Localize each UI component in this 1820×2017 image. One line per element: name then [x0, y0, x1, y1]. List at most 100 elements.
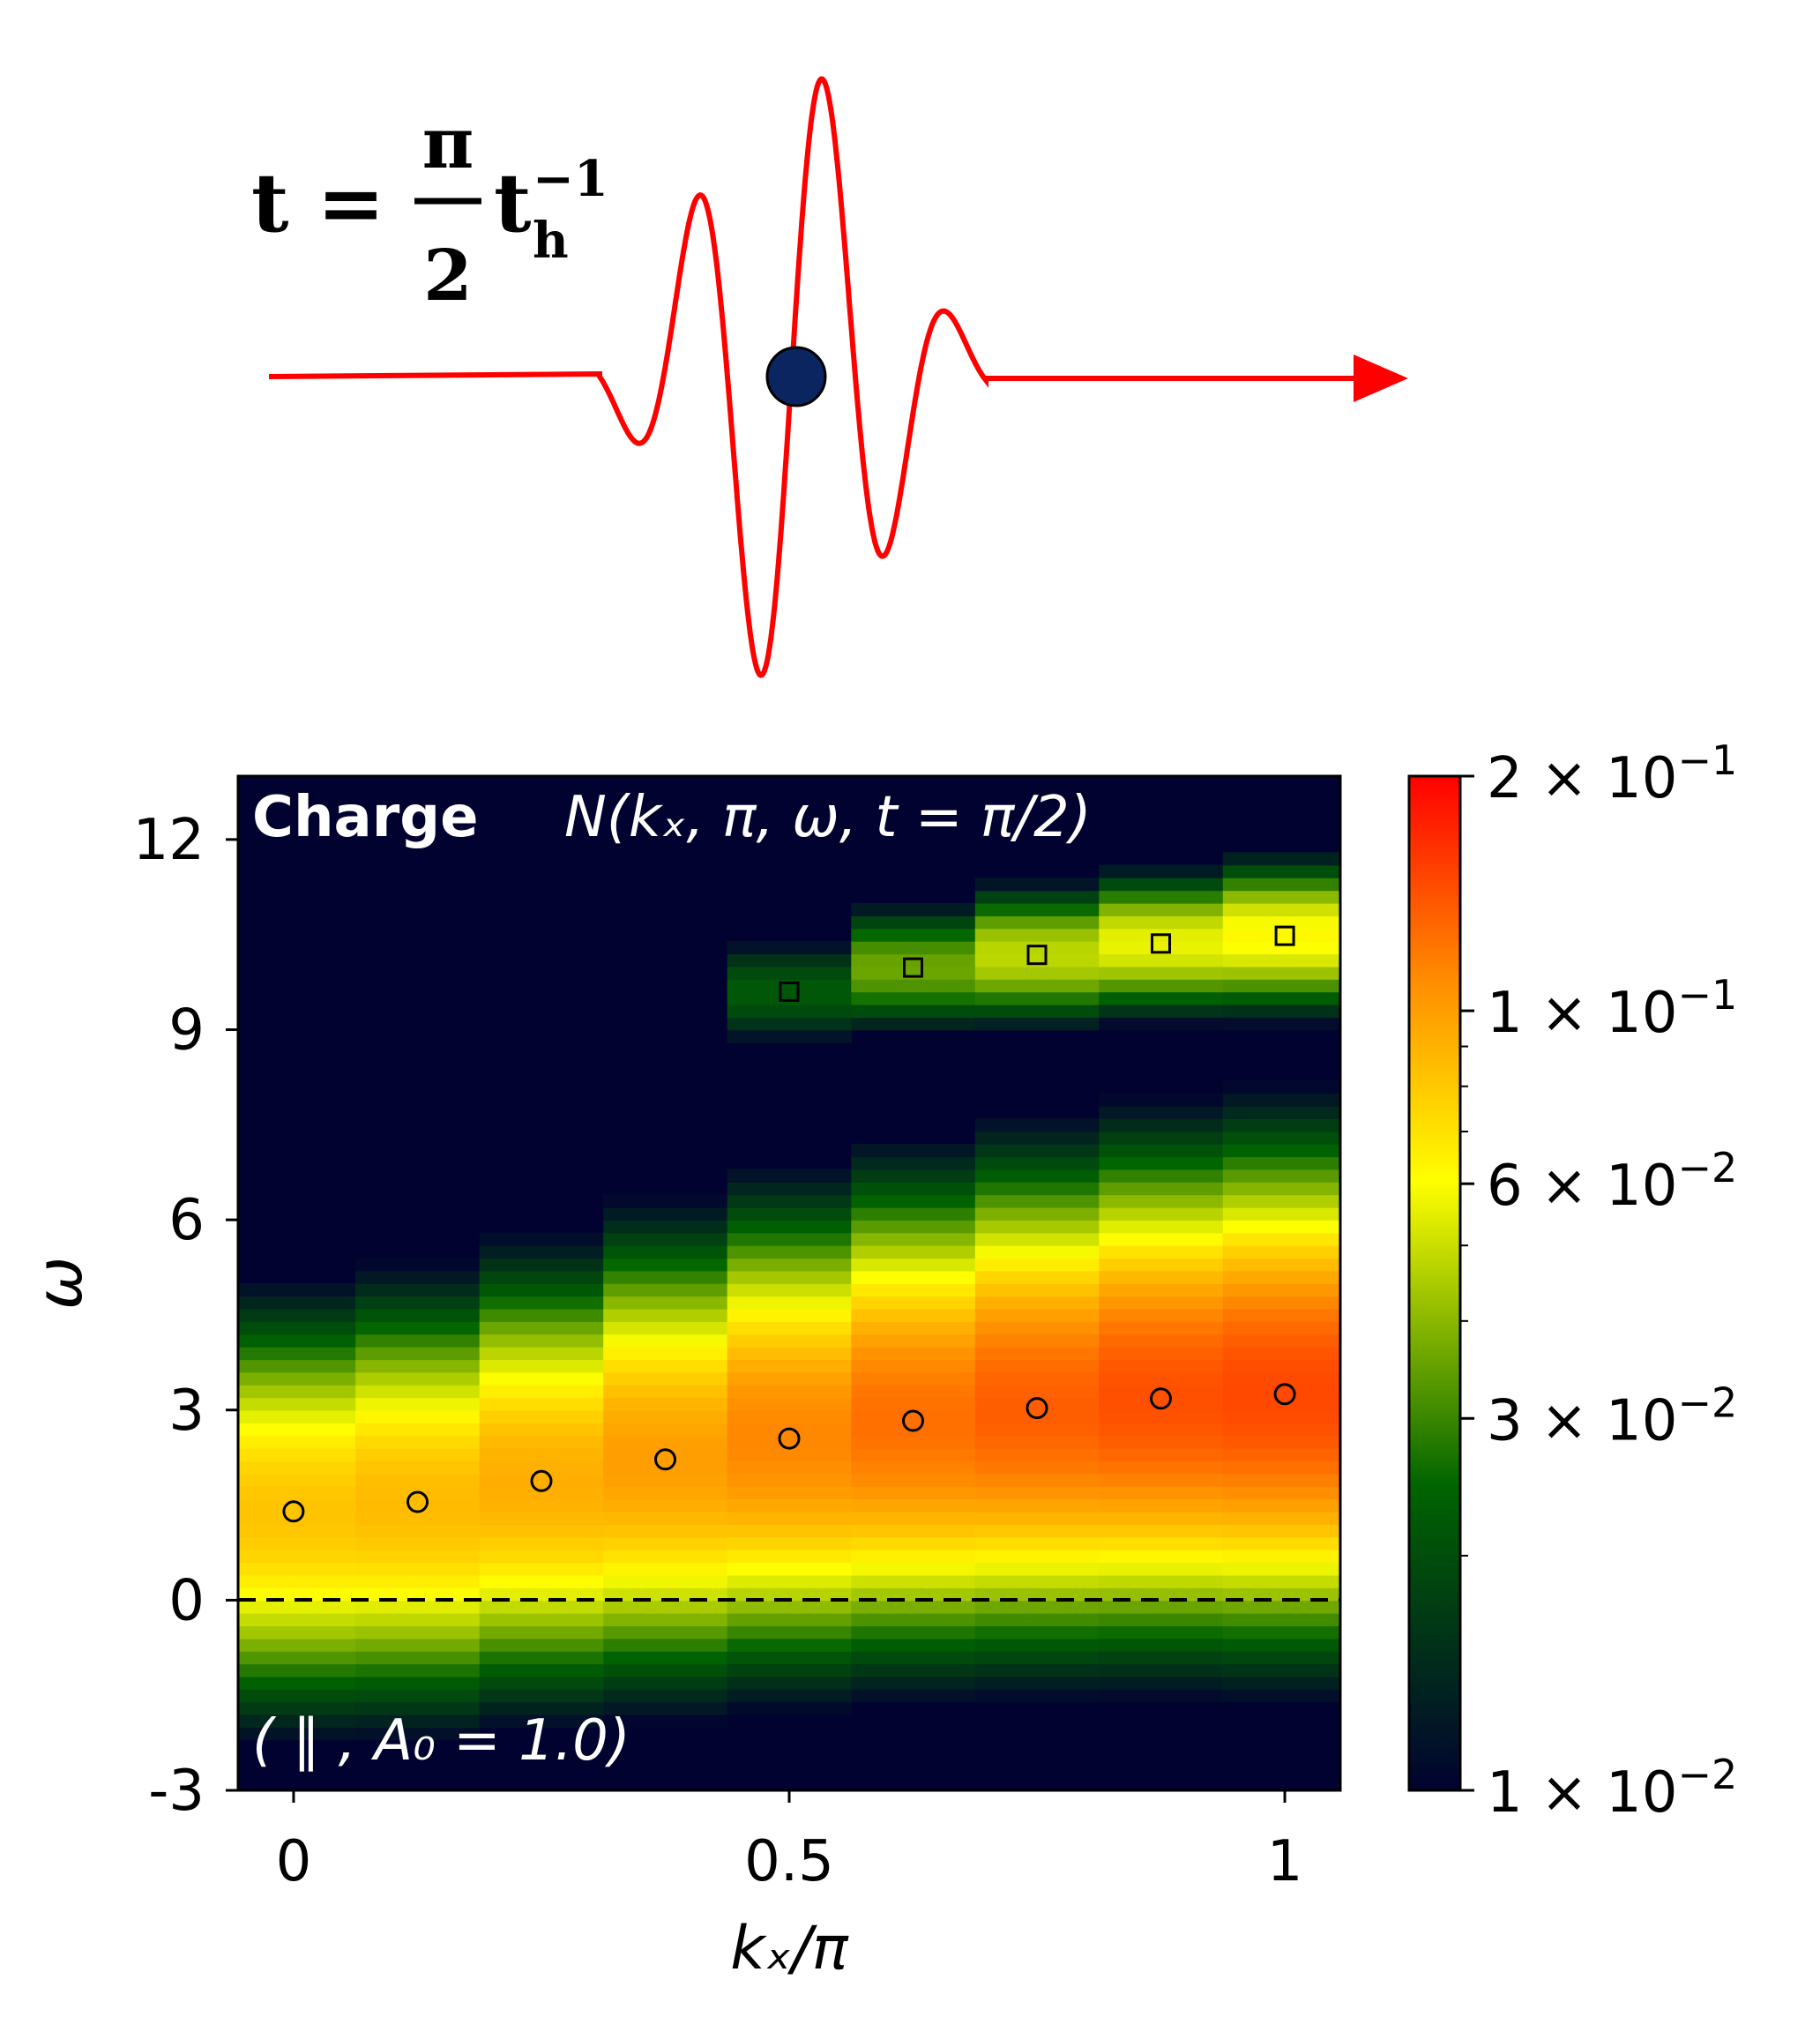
heatmap-cell: [355, 1346, 481, 1361]
upper-band-marker: [779, 981, 800, 1002]
heatmap-cell: [974, 1435, 1100, 1449]
heatmap-cell: [238, 1625, 356, 1640]
heatmap-cell: [727, 979, 852, 993]
heatmap-cell: [1099, 1562, 1224, 1576]
heatmap-cell: [238, 1460, 356, 1475]
heatmap-cell: [603, 1460, 728, 1475]
heatmap-cell: [974, 1131, 1100, 1145]
heatmap-cell: [238, 1574, 356, 1588]
heatmap-cell: [238, 1727, 356, 1741]
heatmap-cell: [727, 1244, 852, 1259]
heatmap-cell: [355, 1524, 481, 1538]
heatmap-cell: [727, 1296, 852, 1310]
heatmap-cell: [355, 1473, 481, 1487]
heatmap-cell: [603, 1498, 728, 1513]
heatmap-cell: [1222, 1194, 1340, 1208]
heatmap-cell: [603, 1409, 728, 1423]
heatmap-cell: [851, 1587, 976, 1602]
heatmap-cell: [355, 1600, 481, 1614]
heatmap-cell: [974, 1689, 1100, 1703]
heatmap-cell: [1222, 991, 1340, 1005]
heatmap-cell: [974, 1536, 1100, 1550]
heatmap-cell: [603, 1258, 728, 1272]
heatmap-cell: [479, 1587, 604, 1602]
heatmap-cell: [603, 1296, 728, 1310]
heatmap-cell: [1099, 1498, 1224, 1513]
heatmap-cell: [1222, 1612, 1340, 1626]
heatmap-cell: [355, 1714, 481, 1728]
pulse-arrow-head: [1354, 355, 1408, 402]
heatmap-cell: [974, 890, 1100, 904]
heatmap-cell: [727, 1017, 852, 1031]
heatmap-cell: [603, 1549, 728, 1564]
upper-band-marker: [1151, 933, 1171, 954]
heatmap-cell: [727, 1308, 852, 1322]
heatmap-cell: [355, 1511, 481, 1525]
heatmap-cell: [974, 1486, 1100, 1500]
heatmap-cell: [238, 1676, 356, 1690]
heatmap-cell: [1222, 1359, 1340, 1373]
heatmap-cell: [851, 966, 976, 980]
heatmap-cell: [1222, 953, 1340, 967]
y-axis-label: ω: [22, 1257, 96, 1310]
heatmap-cell: [603, 1587, 728, 1602]
heatmap-cell: [727, 1701, 852, 1715]
colorbar-tick-label: 2 × 10−1: [1487, 736, 1737, 811]
heatmap-cell: [974, 979, 1100, 993]
heatmap-cell: [974, 1397, 1100, 1411]
heatmap-cell: [479, 1600, 604, 1614]
heatmap-cell: [1099, 979, 1224, 993]
heatmap-cell: [727, 1333, 852, 1348]
heatmap-cell: [1222, 1169, 1340, 1183]
heatmap-cell: [1099, 1093, 1224, 1107]
heatmap-cell: [974, 1296, 1100, 1310]
heatmap-cell: [974, 1562, 1100, 1576]
heatmap-cell: [1222, 966, 1340, 980]
heatmap-cell: [479, 1676, 604, 1690]
heatmap-cell: [479, 1562, 604, 1576]
heatmap-cell: [1099, 1473, 1224, 1487]
heatmap-cell: [603, 1536, 728, 1550]
heatmap-cell: [727, 1447, 852, 1462]
upper-band-marker: [1026, 945, 1048, 966]
heatmap-cell: [974, 1118, 1100, 1132]
heatmap-cell: [727, 1169, 852, 1183]
heatmap-cell: [1099, 890, 1224, 904]
heatmap-cell: [851, 1182, 976, 1196]
heatmap-cell: [851, 1549, 976, 1564]
heatmap-cell: [238, 1511, 356, 1525]
y-tick-label: -3: [148, 1759, 205, 1824]
heatmap-cell: [479, 1574, 604, 1588]
heatmap-cell: [238, 1346, 356, 1361]
heatmap-cell: [1099, 1536, 1224, 1550]
heatmap-cell: [479, 1486, 604, 1500]
heatmap-cell: [727, 1029, 852, 1043]
heatmap-cell: [727, 1625, 852, 1640]
heatmap-cell: [727, 1574, 852, 1588]
heatmap-cell: [603, 1283, 728, 1297]
heatmap-cell: [355, 1447, 481, 1462]
heatmap-cell: [1222, 1460, 1340, 1475]
heatmap-cell: [727, 1549, 852, 1564]
colorbar-ticks: 2 × 10−1 1 × 10−1 6 × 10−2 3 × 10−2 1 × 10−2: [1460, 736, 1737, 1826]
heatmap-cell: [355, 1676, 481, 1690]
heatmap-cell: [479, 1232, 604, 1246]
heatmap-cell: [851, 1371, 976, 1386]
heatmap-cell: [974, 902, 1100, 916]
heatmap-cell: [479, 1524, 604, 1538]
heatmap-cell: [974, 1676, 1100, 1690]
heatmap-cell: [1222, 1663, 1340, 1677]
heatmap-cell: [851, 1017, 976, 1031]
heatmap-cell: [479, 1244, 604, 1259]
heatmap-cell: [1099, 1270, 1224, 1284]
heatmap-cell: [974, 1220, 1100, 1234]
heatmap-cell: [851, 1194, 976, 1208]
heatmap-cell: [603, 1600, 728, 1614]
heatmap-cell: [355, 1625, 481, 1640]
heatmap-cell: [727, 1409, 852, 1423]
heatmap-cell: [1099, 1017, 1224, 1031]
heatmap-cell: [355, 1296, 481, 1310]
heatmap-cell: [851, 1435, 976, 1449]
heatmap-cell: [1222, 1244, 1340, 1259]
